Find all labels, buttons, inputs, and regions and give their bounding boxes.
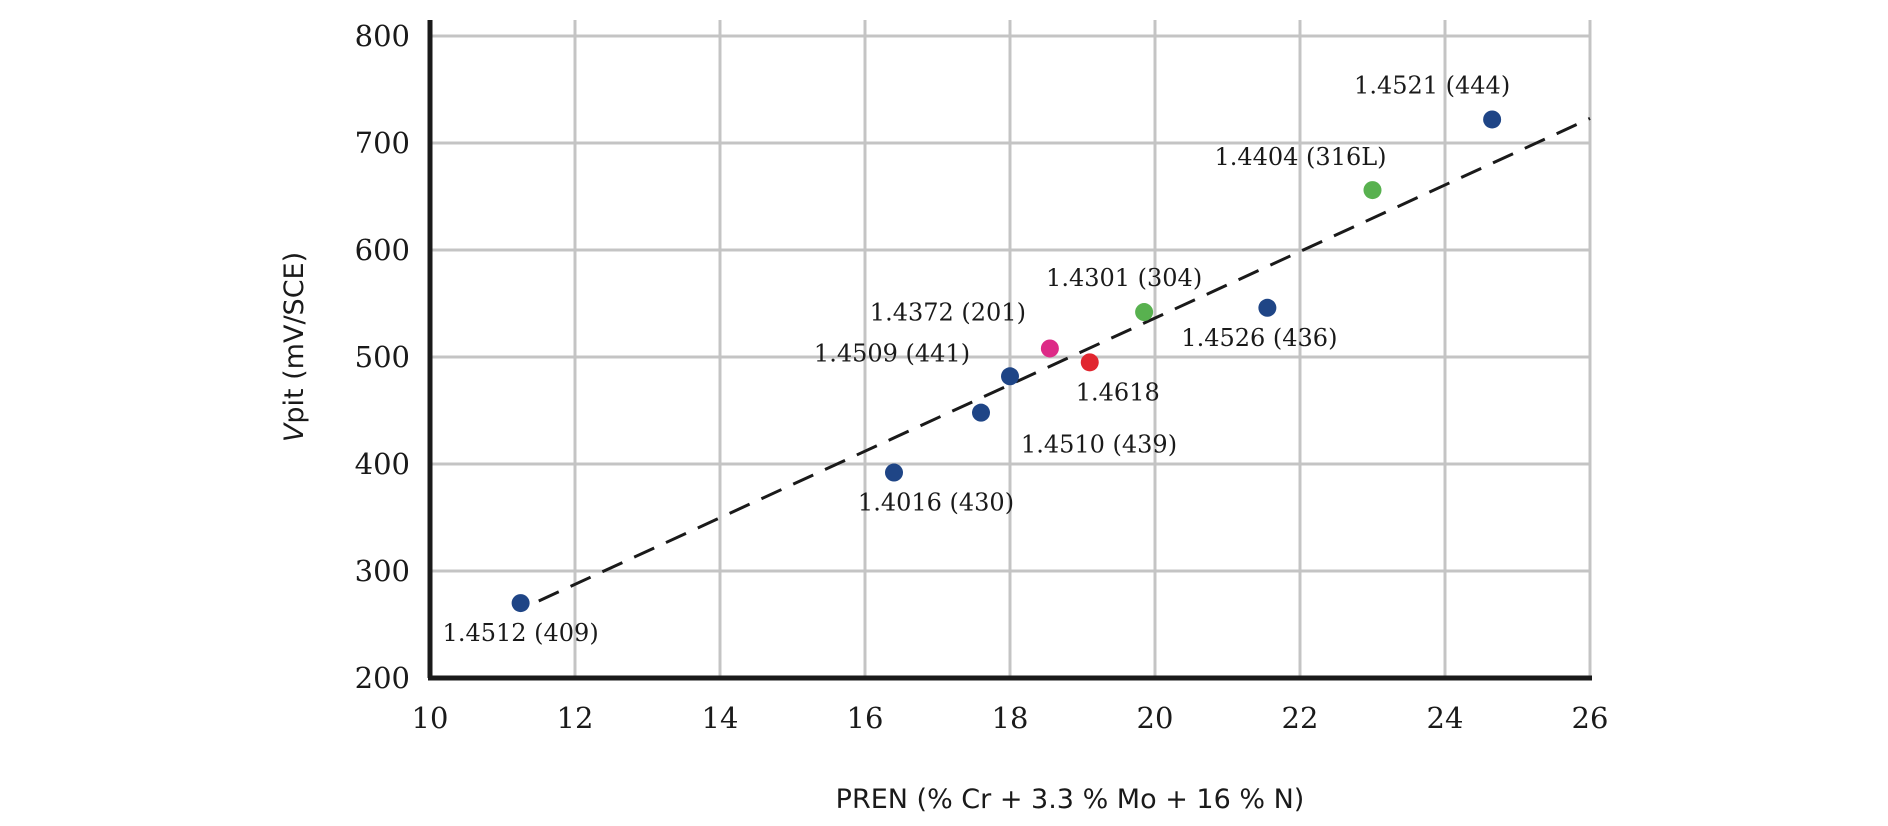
data-point: [1001, 367, 1019, 386]
x-tick-label: 24: [1427, 701, 1464, 735]
data-point-label: 1.4510 (439): [1021, 431, 1177, 459]
x-tick-label: 16: [847, 701, 884, 735]
data-point-label: 1.4372 (201): [870, 298, 1026, 326]
x-axis-title: PREN (% Cr + 3.3 % Mo + 16 % N): [836, 784, 1305, 815]
x-tick-label: 22: [1282, 701, 1319, 735]
data-point-label: 1.4521 (444): [1354, 71, 1510, 99]
data-point-label: 1.4526 (436): [1181, 324, 1337, 352]
x-tick-label: 12: [557, 701, 594, 735]
data-point-label: 1.4618: [1076, 378, 1160, 406]
x-tick-label: 10: [412, 701, 449, 735]
data-point: [1363, 181, 1382, 200]
x-tick-label: 14: [702, 701, 739, 735]
y-axis-title-rest: pit (mV/SCE): [279, 252, 310, 424]
data-point-label: 1.4512 (409): [443, 619, 599, 647]
data-point: [511, 594, 530, 613]
data-point-label: 1.4301 (304): [1046, 264, 1202, 292]
tick-labels: 10 12 14 16 18 20 22 24 26 200 300 400 500 600 700 800: [355, 19, 1609, 735]
data-point: [1080, 353, 1099, 372]
y-tick-label: 600: [355, 233, 410, 267]
data-point: [1258, 298, 1277, 317]
data-point-labels: 1.4512 (409) 1.4016 (430) 1.4510 (439) 1.45…: [443, 71, 1511, 647]
x-tick-label: 26: [1572, 701, 1609, 735]
y-tick-label: 300: [355, 554, 410, 588]
trend-line: [538, 117, 1591, 603]
axes: [427, 20, 1592, 681]
data-points: [511, 110, 1502, 613]
data-point-label: 1.4016 (430): [858, 489, 1014, 517]
y-tick-label: 800: [355, 19, 410, 53]
y-axis-title-italic: V: [279, 421, 310, 442]
data-point: [1040, 339, 1059, 358]
y-axis-title: Vpit (mV/SCE): [279, 252, 310, 442]
data-point: [972, 403, 990, 422]
data-point: [885, 463, 903, 482]
y-tick-label: 500: [355, 340, 410, 374]
data-point-label: 1.4404 (316L): [1214, 143, 1386, 171]
y-tick-label: 200: [355, 661, 410, 695]
grid: [430, 20, 1592, 678]
y-tick-label: 700: [355, 126, 410, 160]
data-point-label: 1.4509 (441): [814, 339, 970, 367]
x-tick-label: 18: [992, 701, 1029, 735]
data-point: [1483, 110, 1502, 129]
data-point: [1135, 303, 1154, 322]
x-tick-label: 20: [1137, 701, 1174, 735]
y-tick-label: 400: [355, 447, 410, 481]
